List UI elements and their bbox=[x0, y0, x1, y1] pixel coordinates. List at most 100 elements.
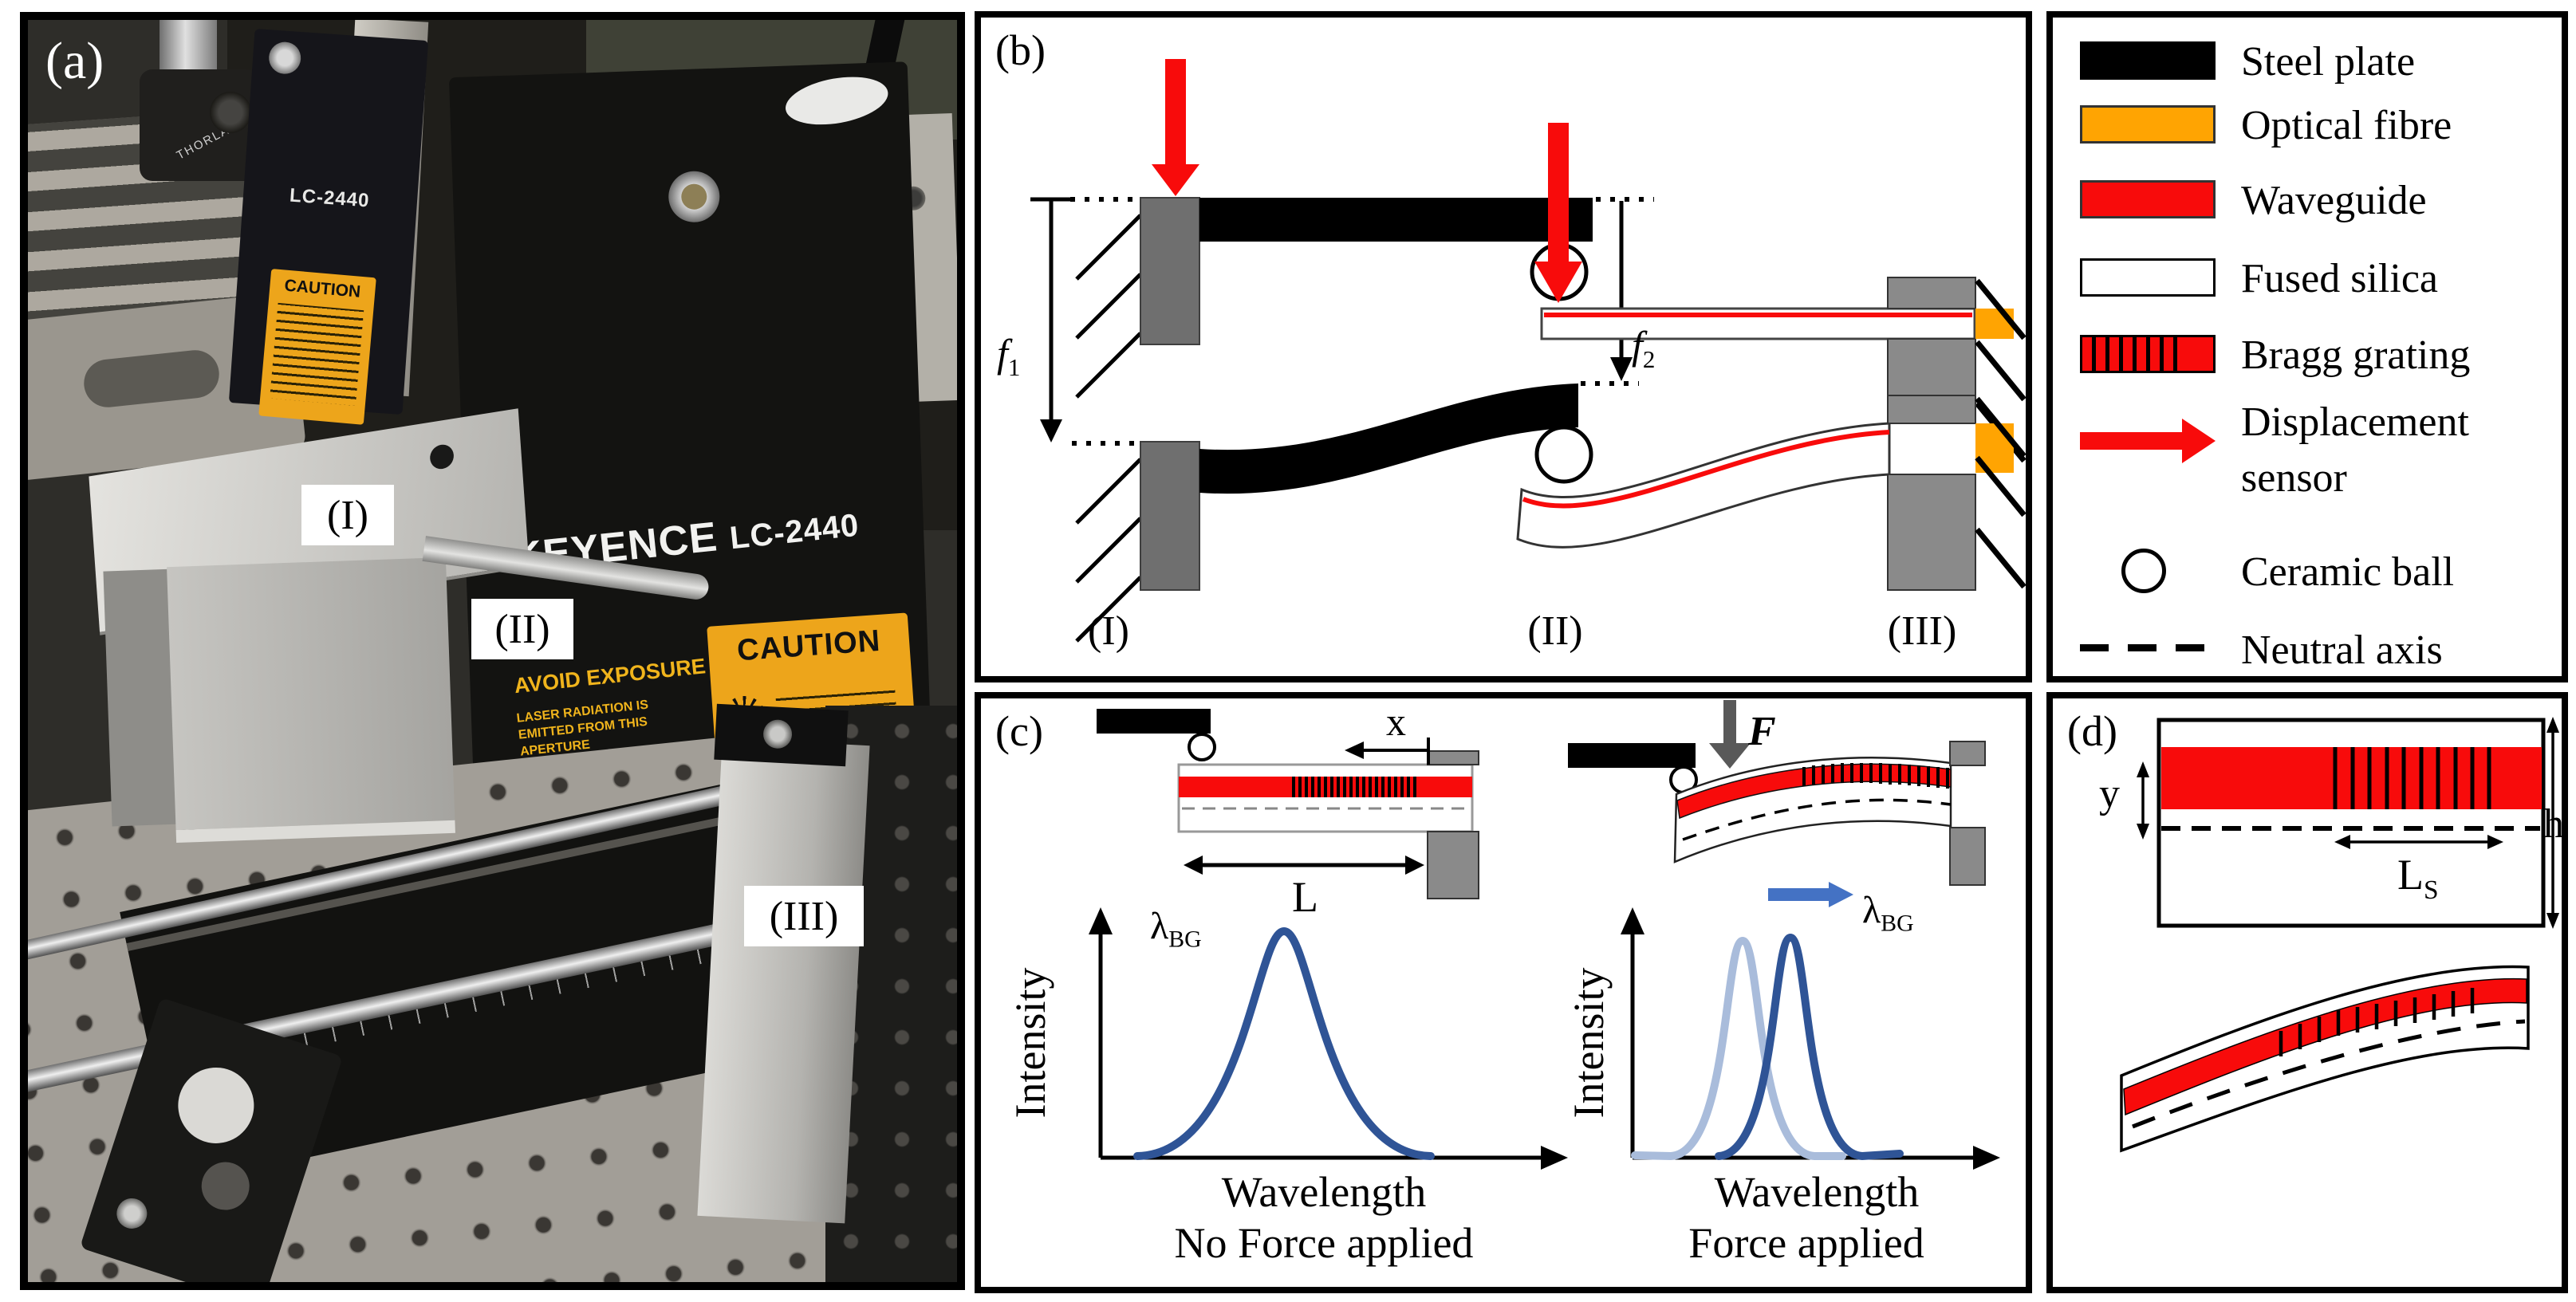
clamp-hole2 bbox=[195, 1155, 256, 1217]
d-L-sub: S bbox=[2424, 875, 2439, 905]
wedge-top-clamp bbox=[714, 703, 849, 767]
f2-symbol: f bbox=[1632, 323, 1643, 368]
c-dark-peak bbox=[1715, 933, 1904, 1161]
c-force-arrowhead bbox=[1709, 743, 1751, 769]
c-left-mount-upper bbox=[1427, 750, 1479, 765]
stage-III-label: (III) bbox=[1887, 608, 1957, 654]
panel-a-label: (a) bbox=[45, 32, 104, 90]
fused-silica-swatch bbox=[2080, 258, 2216, 297]
displacement-sensor-arrowhead-icon bbox=[2182, 419, 2216, 463]
c-left-silica-strip bbox=[1177, 763, 1474, 833]
c-left-lambda-label: λBG bbox=[1150, 904, 1202, 954]
d-L-symbol: L bbox=[2397, 851, 2424, 899]
bottom-ceramic-ball bbox=[1534, 425, 1593, 484]
panel-c: (c) x L F λBG λBG Intensity Intensity Wa… bbox=[975, 692, 2032, 1293]
c-left-xaxis-arrowhead bbox=[1541, 1146, 1568, 1170]
legend-displacement-line2: sensor bbox=[2241, 455, 2347, 501]
avoid-exposure-text: AVOID EXPOSURE bbox=[513, 654, 707, 698]
panel-c-drawing bbox=[1089, 700, 2000, 1170]
top-wall-block bbox=[1140, 197, 1200, 345]
wedge-screw-icon bbox=[762, 718, 793, 749]
bottom-mount-upper bbox=[1887, 395, 1976, 424]
sensor-back-model-text: LC-2440 bbox=[289, 184, 371, 212]
c-left-steel-plate bbox=[1097, 709, 1211, 734]
panel-d: (d) y h LS bbox=[2046, 692, 2568, 1293]
bottom-wall-block bbox=[1140, 441, 1200, 591]
sensor-back-caution-label: CAUTION bbox=[258, 269, 376, 425]
c-shift-arrow-shaft bbox=[1768, 888, 1829, 901]
c-L-label: L bbox=[1292, 873, 1318, 921]
c-left-ceramic-ball bbox=[1188, 733, 1216, 761]
panel-b: (b) f1 f2 (I) (II) (III) bbox=[975, 11, 2032, 682]
f1-symbol: f bbox=[997, 331, 1008, 376]
top-waveguide-line bbox=[1544, 313, 1972, 317]
displacement-arrow2-shaft bbox=[1548, 123, 1569, 262]
bragg-grating-bars bbox=[2082, 337, 2184, 371]
c-right-neutral-axis bbox=[1682, 798, 1952, 841]
c-left-yaxis-arrowhead bbox=[1089, 907, 1113, 934]
panel-b-drawing bbox=[1030, 59, 2026, 643]
legend-panel: Steel plate Optical fibre Waveguide Fuse… bbox=[2046, 11, 2568, 682]
top-steel-beam bbox=[1199, 198, 1593, 242]
marker-I: (I) bbox=[301, 485, 394, 545]
c-force-arrow-shaft bbox=[1723, 700, 1736, 745]
f1-label: f1 bbox=[997, 330, 1020, 382]
c-right-caption: Force applied bbox=[1688, 1219, 1924, 1267]
top-wall-hatching bbox=[1075, 214, 1142, 399]
c-right-mount-upper bbox=[1949, 741, 1986, 766]
optical-fibre-swatch bbox=[2080, 105, 2216, 144]
legend-fused-silica: Fused silica bbox=[2241, 256, 2438, 301]
sensor-back: LC-2440 CAUTION bbox=[228, 28, 429, 425]
f2-label: f2 bbox=[1632, 322, 1655, 374]
c-right-ylabel: Intensity bbox=[1565, 967, 1613, 1119]
displacement-arrow1-head bbox=[1152, 164, 1199, 196]
d-Ls-label: LS bbox=[2397, 850, 2439, 906]
panel-b-label: (b) bbox=[995, 26, 1046, 74]
panel-c-label: (c) bbox=[995, 707, 1043, 755]
c-right-yaxis-arrowhead bbox=[1621, 907, 1644, 934]
d-h-label: h bbox=[2543, 801, 2564, 847]
bragg-grating-swatch bbox=[2080, 335, 2216, 373]
d-bent-neutral-axis bbox=[2132, 1019, 2526, 1129]
displacement-sensor-arrow-icon bbox=[2080, 432, 2182, 450]
d-bent-grating-bars bbox=[2279, 988, 2475, 1056]
f1-sub: 1 bbox=[1007, 353, 1021, 381]
steel-plate-swatch bbox=[2080, 41, 2216, 80]
sensor-front-caution-text: CAUTION bbox=[735, 623, 882, 668]
legend-optical-fibre: Optical fibre bbox=[2241, 103, 2452, 148]
marker-III: (III) bbox=[744, 886, 864, 946]
f2-arrowhead bbox=[1610, 357, 1633, 381]
c-right-steel-plate bbox=[1568, 743, 1696, 768]
bottom-mount-hatching bbox=[1975, 396, 2026, 589]
aluminium-wedge bbox=[697, 738, 870, 1224]
c-right-xaxis-arrowhead bbox=[1973, 1146, 2000, 1170]
c-right-mount-lower bbox=[1949, 827, 1986, 886]
c-x-label: x bbox=[1386, 699, 1406, 744]
legend-displacement-line1: Displacement bbox=[2241, 399, 2469, 445]
legend-waveguide: Waveguide bbox=[2241, 178, 2427, 223]
d-y-arrowhead-bottom bbox=[2137, 824, 2149, 840]
d-h-arrowhead-bottom bbox=[2546, 913, 2559, 929]
top-optical-fibre bbox=[1975, 309, 2014, 339]
deflected-steel-beam bbox=[1199, 384, 1578, 494]
legend-neutral-axis: Neutral axis bbox=[2241, 627, 2443, 673]
stage-II-label: (II) bbox=[1527, 608, 1583, 654]
sensor-front-top-oval bbox=[782, 69, 892, 132]
c-L-arrowhead-left bbox=[1184, 856, 1203, 875]
d-y-arrowhead-top bbox=[2137, 761, 2149, 777]
d-Ls-arrowhead-right bbox=[2487, 835, 2503, 849]
c-left-ylabel: Intensity bbox=[1006, 967, 1054, 1119]
d-grating-bars bbox=[2333, 747, 2491, 809]
c-shift-arrowhead bbox=[1829, 882, 1853, 907]
top-mount-upper bbox=[1887, 277, 1976, 309]
clamp-knob-icon bbox=[210, 92, 251, 133]
screw-hex bbox=[680, 183, 707, 210]
waveguide-swatch bbox=[2080, 180, 2216, 218]
aluminium-block bbox=[167, 557, 455, 844]
c-bent-waveguide bbox=[1676, 763, 1952, 820]
d-h-arrowhead-top bbox=[2546, 717, 2559, 733]
clamp-screw-icon bbox=[112, 1194, 152, 1233]
bent-waveguide-line bbox=[1522, 430, 1890, 509]
d-y-label: y bbox=[2099, 771, 2120, 816]
